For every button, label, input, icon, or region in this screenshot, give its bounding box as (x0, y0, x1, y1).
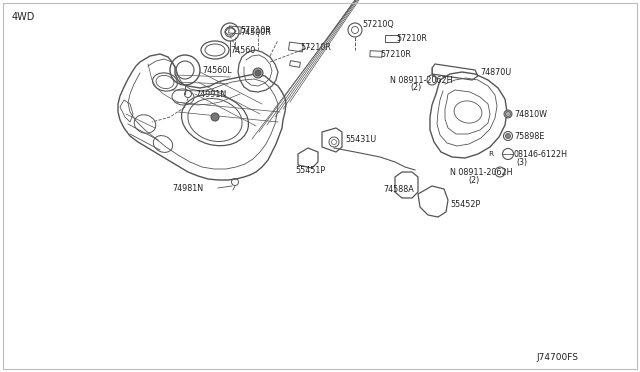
Text: 74560L: 74560L (202, 65, 232, 74)
Text: 55431U: 55431U (345, 135, 376, 144)
Text: 55452P: 55452P (450, 199, 480, 208)
Text: J74700FS: J74700FS (536, 353, 578, 362)
Text: 57210Q: 57210Q (362, 19, 394, 29)
Text: 75898E: 75898E (514, 131, 545, 141)
Text: 57210R: 57210R (396, 33, 427, 42)
Circle shape (504, 110, 512, 118)
Text: R: R (488, 151, 493, 157)
Text: 74870U: 74870U (480, 67, 511, 77)
Text: 74560: 74560 (230, 45, 255, 55)
Text: 74991N: 74991N (195, 90, 227, 99)
Text: 4WD: 4WD (12, 12, 35, 22)
Circle shape (253, 68, 263, 78)
Text: 57210R: 57210R (380, 49, 411, 58)
Circle shape (211, 113, 219, 121)
Text: 57210R: 57210R (300, 42, 331, 51)
Text: (3): (3) (516, 157, 527, 167)
Circle shape (506, 134, 511, 138)
Text: 55451P: 55451P (295, 166, 325, 174)
Text: 57210R: 57210R (240, 26, 271, 35)
Text: 74588A: 74588A (383, 185, 413, 193)
Text: N 08911-2062H: N 08911-2062H (450, 167, 513, 176)
Text: 74981N: 74981N (172, 183, 203, 192)
Text: 74810W: 74810W (514, 109, 547, 119)
Text: 08146-6122H: 08146-6122H (514, 150, 568, 158)
Text: N 08911-2062H: N 08911-2062H (390, 76, 452, 84)
Text: 74500R: 74500R (240, 28, 271, 36)
Text: (2): (2) (468, 176, 479, 185)
Text: (2): (2) (410, 83, 421, 92)
Circle shape (255, 70, 261, 76)
